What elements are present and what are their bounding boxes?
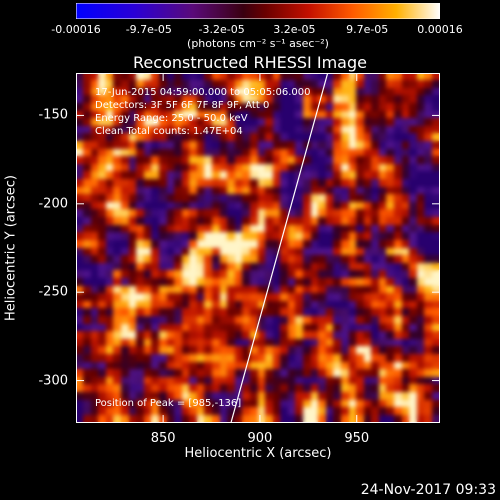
y-tick-label: -250: [38, 284, 68, 300]
y-tick-label: -150: [38, 107, 68, 123]
annotation-peak: Position of Peak = [985,-136]: [95, 398, 242, 409]
y-tick-label: -300: [38, 373, 68, 389]
annotation-energy: Energy Range: 25.0 - 50.0 keV: [95, 113, 248, 124]
plot-overlay: [76, 73, 440, 423]
colorbar-tick-label: -3.2e-05: [198, 23, 245, 36]
colorbar-tick-label: -9.7e-05: [125, 23, 172, 36]
x-tick-label: 850: [150, 431, 176, 446]
solar-limb-line: [230, 73, 329, 423]
footer-date: 24-Nov-2017 09:33: [360, 482, 496, 498]
heatmap-image: [76, 73, 440, 423]
annotation-time: 17-Jun-2015 04:59:00.000 to 05:05:06.000: [95, 87, 311, 98]
y-axis-label: Heliocentric Y (arcsec): [3, 175, 19, 321]
x-tick-label: 900: [247, 431, 273, 446]
colorbar-tick-label: 3.2e-05: [273, 23, 316, 36]
colorbar: [76, 3, 440, 19]
colorbar-tick-label: 0.00016: [417, 23, 463, 36]
annotation-detectors: Detectors: 3F 5F 6F 7F 8F 9F, Att 0: [95, 100, 270, 111]
annotation-clean: Clean Total counts: 1.47E+04: [95, 126, 243, 137]
colorbar-tick-label: 9.7e-05: [346, 23, 389, 36]
colorbar-tick-label: -0.00016: [51, 23, 101, 36]
colorbar-units: (photons cm⁻² s⁻¹ asec⁻²): [187, 37, 329, 50]
plot-frame: [76, 73, 440, 423]
x-tick-label: 950: [344, 431, 370, 446]
chart-title: Reconstructed RHESSI Image: [133, 53, 367, 72]
y-tick-label: -200: [38, 196, 68, 212]
plot-area: [76, 73, 440, 423]
axis-ticks: [76, 73, 440, 423]
x-axis-label: Heliocentric X (arcsec): [184, 446, 332, 461]
